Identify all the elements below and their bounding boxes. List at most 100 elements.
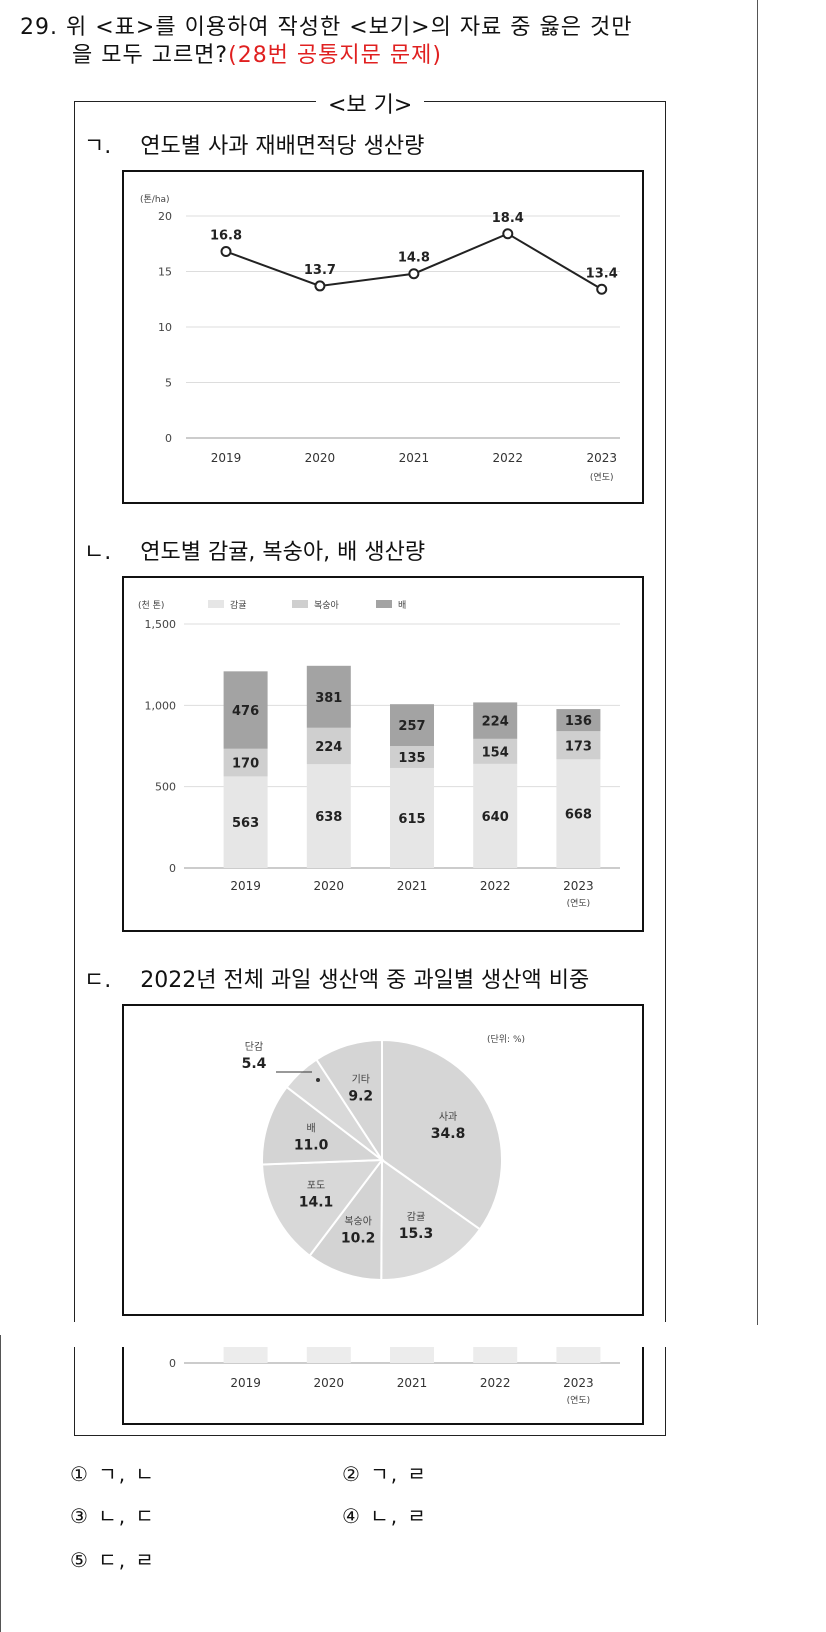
item-n-heading: ㄴ. 연도별 감귤, 복숭아, 배 생산량 bbox=[84, 534, 425, 566]
pie-slice-value: 5.4 bbox=[242, 1056, 267, 1072]
choice-3[interactable]: ③ ㄴ, ㄷ bbox=[70, 1500, 156, 1529]
pie-slice bbox=[261, 1085, 385, 1166]
partial-x-tick-label: 2020 bbox=[314, 1376, 345, 1390]
pie-leader-dot bbox=[316, 1078, 320, 1082]
pie-slice-value: 11.0 bbox=[294, 1137, 329, 1153]
bar-data-label: 563 bbox=[232, 816, 259, 831]
bar-segment bbox=[223, 748, 268, 777]
question-text: 29. 위 <표>를 이용하여 작성한 <보기>의 자료 중 옳은 것만 을 모… bbox=[20, 14, 760, 70]
bar-segment bbox=[306, 764, 351, 868]
line-data-point bbox=[502, 228, 514, 240]
partial-bar-chart: 0 2019 2020 2021 2022 2023 (연도) bbox=[169, 1347, 620, 1406]
bar-y-tick-label: 1,500 bbox=[145, 618, 177, 631]
bar-data-label: 476 bbox=[232, 704, 259, 719]
pie-chart-box: (단위: %) 사과 34.8 감귤 15.3 복숭아 10.2 포도 14.1 배 11.0 단감 5… bbox=[122, 1004, 644, 1316]
partial-bar-stub bbox=[390, 1347, 434, 1363]
bar-segment bbox=[473, 738, 518, 764]
bar-legend-swatch bbox=[376, 600, 392, 608]
bar-data-label: 224 bbox=[315, 740, 342, 755]
choice-4[interactable]: ④ ㄴ, ㄹ bbox=[342, 1500, 428, 1529]
pie-slice-name: 기타 bbox=[352, 1074, 370, 1086]
item-d-heading: ㄷ. 2022년 전체 과일 생산액 중 과일별 생산액 비중 bbox=[84, 962, 589, 994]
bar-y-tick-label: 0 bbox=[169, 862, 176, 875]
partial-y-tick-label: 0 bbox=[169, 1357, 176, 1370]
line-x-tick-label: 2020 bbox=[305, 451, 336, 465]
partial-bar-stub bbox=[556, 1347, 601, 1363]
partial-chart-box: 0 2019 2020 2021 2022 2023 (연도) bbox=[122, 1347, 644, 1425]
bar-x-tick-label: 2022 bbox=[480, 879, 511, 893]
partial-x-unit-label: (연도) bbox=[567, 1395, 591, 1406]
bar-data-label: 154 bbox=[482, 745, 509, 760]
bar-segment bbox=[390, 767, 434, 868]
choice-1-num: ① bbox=[70, 1462, 90, 1486]
partial-bar-stub bbox=[306, 1347, 351, 1363]
pie-slice-name: 단감 bbox=[245, 1041, 263, 1053]
question-note: (28번 공통지문 문제) bbox=[228, 43, 442, 68]
line-data-label: 13.4 bbox=[586, 266, 618, 281]
line-x-tick-label: 2023 bbox=[586, 451, 617, 465]
bar-x-tick-label: 2023 bbox=[563, 879, 594, 893]
item-d-marker: ㄷ. bbox=[84, 968, 112, 993]
line-chart: (톤/ha) 0 5 10 15 20 16.8 2019 13.7 2020 14.8 2021 18… bbox=[140, 194, 620, 483]
question-line1: 위 <표>를 이용하여 작성한 <보기>의 자료 중 옳은 것만 bbox=[66, 15, 633, 40]
bar-data-label: 224 bbox=[482, 715, 509, 730]
bar-segment bbox=[390, 704, 434, 746]
bar-segment bbox=[223, 776, 268, 868]
bar-legend-swatch bbox=[292, 600, 308, 608]
bar-unit-label: (천 톤) bbox=[138, 600, 164, 611]
line-data-label: 13.7 bbox=[304, 263, 336, 278]
choice-1[interactable]: ① ㄱ, ㄴ bbox=[70, 1458, 156, 1487]
item-g-title: 연도별 사과 재배면적당 생산량 bbox=[140, 134, 425, 159]
bar-segment bbox=[473, 702, 518, 739]
choice-3-text: ㄴ, ㄷ bbox=[98, 1504, 156, 1528]
line-data-point bbox=[220, 246, 232, 258]
partial-x-tick-label: 2019 bbox=[230, 1376, 261, 1390]
bogi-title: <보 기> bbox=[316, 87, 425, 119]
item-n-title: 연도별 감귤, 복숭아, 배 생산량 bbox=[140, 540, 426, 565]
bar-data-label: 640 bbox=[482, 810, 509, 825]
bar-segment bbox=[556, 731, 601, 760]
bar-segment bbox=[473, 763, 518, 868]
bogi-box-continued bbox=[74, 1347, 666, 1436]
partial-x-tick-label: 2023 bbox=[563, 1376, 594, 1390]
bar-x-tick-label: 2019 bbox=[230, 879, 261, 893]
item-g-heading: ㄱ. 연도별 사과 재배면적당 생산량 bbox=[84, 128, 424, 160]
pie-slice-value: 10.2 bbox=[341, 1230, 376, 1246]
pie-slice-name: 배 bbox=[306, 1122, 315, 1134]
pie-slice-value: 14.1 bbox=[299, 1194, 334, 1210]
bar-legend-label: 복숭아 bbox=[314, 600, 340, 611]
pie-slice-value: 9.2 bbox=[348, 1089, 373, 1105]
line-y-tick-label: 0 bbox=[165, 432, 172, 445]
bar-y-tick-label: 1,000 bbox=[145, 699, 177, 712]
question-number: 29. bbox=[20, 15, 58, 40]
pie-slice-name: 감귤 bbox=[407, 1211, 425, 1223]
choice-3-num: ③ bbox=[70, 1504, 90, 1528]
bar-segment bbox=[390, 746, 434, 768]
bar-data-label: 668 bbox=[565, 808, 592, 823]
line-data-point bbox=[408, 268, 420, 280]
partial-bar-stub bbox=[473, 1347, 518, 1363]
bar-segment bbox=[556, 759, 601, 868]
line-y-tick-label: 5 bbox=[165, 377, 172, 390]
choice-2[interactable]: ② ㄱ, ㄹ bbox=[342, 1458, 428, 1487]
bar-y-tick-label: 500 bbox=[155, 781, 176, 794]
choice-5[interactable]: ⑤ ㄷ, ㄹ bbox=[70, 1544, 156, 1573]
partial-x-tick-label: 2022 bbox=[480, 1376, 511, 1390]
bar-x-tick-label: 2021 bbox=[397, 879, 428, 893]
line-x-tick-label: 2021 bbox=[399, 451, 430, 465]
pie-slice-name: 사과 bbox=[439, 1111, 457, 1123]
pie-slice-value: 15.3 bbox=[399, 1226, 434, 1242]
line-y-tick-label: 10 bbox=[158, 321, 172, 334]
pie-slice bbox=[308, 1156, 384, 1282]
line-x-tick-label: 2019 bbox=[211, 451, 242, 465]
choice-4-num: ④ bbox=[342, 1504, 362, 1528]
bar-segment bbox=[556, 709, 601, 732]
line-data-label: 18.4 bbox=[492, 211, 524, 226]
choice-5-num: ⑤ bbox=[70, 1548, 90, 1572]
pie-slice bbox=[315, 1038, 383, 1164]
pie-slice-name: 복숭아 bbox=[344, 1215, 372, 1227]
pie-unit-label: (단위: %) bbox=[487, 1034, 525, 1045]
column-divider-right bbox=[757, 0, 758, 1325]
bar-data-label: 170 bbox=[232, 757, 259, 772]
bar-segment bbox=[223, 671, 268, 749]
